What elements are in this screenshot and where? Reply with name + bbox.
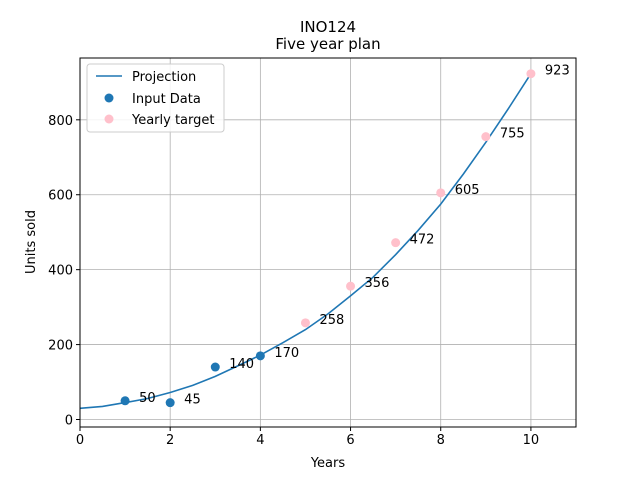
point-yearly-target	[346, 281, 356, 291]
legend: Projection Input Data Yearly target	[86, 63, 225, 133]
x-tick-label: 6	[346, 433, 354, 448]
data-label-yearly-target: 258	[319, 313, 344, 328]
point-yearly-target	[391, 238, 401, 248]
y-axis-label: Units sold	[24, 210, 39, 274]
y-tick-label: 0	[65, 414, 73, 429]
y-tick-label: 200	[48, 339, 73, 354]
data-label-yearly-target: 356	[365, 276, 390, 291]
x-tick-label: 0	[76, 433, 84, 448]
data-label-input-data: 140	[229, 357, 254, 372]
x-tick-label: 2	[166, 433, 174, 448]
legend-swatch-yearly-target	[104, 114, 114, 124]
x-tick-label: 10	[523, 433, 540, 448]
chart-subtitle: Five year plan	[275, 35, 380, 53]
point-input-data	[165, 398, 175, 408]
legend-label-projection: Projection	[132, 70, 196, 85]
data-labels: 258 356 472 605 755 923 50 45 140 170	[139, 64, 570, 408]
point-yearly-target	[481, 132, 491, 142]
point-input-data	[120, 396, 130, 406]
x-tick-label: 8	[437, 433, 445, 448]
plot-frame	[79, 57, 577, 428]
data-label-input-data: 170	[274, 346, 299, 361]
point-input-data	[255, 351, 265, 361]
point-yearly-target	[526, 69, 536, 79]
y-tick-label: 600	[48, 189, 73, 204]
point-yearly-target	[436, 188, 446, 198]
data-label-input-data: 45	[184, 393, 201, 408]
data-label-yearly-target: 472	[410, 233, 435, 248]
series-layer	[79, 69, 536, 410]
legend-label-input-data: Input Data	[132, 92, 201, 107]
y-tick-label: 400	[48, 264, 73, 279]
point-input-data	[210, 362, 220, 372]
data-label-input-data: 50	[139, 391, 156, 406]
grid	[79, 58, 576, 427]
legend-swatch-input-data	[104, 93, 114, 103]
series-line-projection	[79, 73, 532, 410]
legend-box	[86, 63, 225, 133]
data-label-yearly-target: 755	[500, 127, 525, 142]
x-axis-label: Years	[310, 456, 346, 471]
legend-label-yearly-target: Yearly target	[131, 113, 215, 128]
chart-title: INO124	[300, 18, 356, 36]
y-tick-label: 800	[48, 114, 73, 129]
x-tick-label: 4	[256, 433, 264, 448]
point-yearly-target	[300, 318, 310, 328]
data-label-yearly-target: 923	[545, 64, 570, 79]
data-label-yearly-target: 605	[455, 183, 480, 198]
axis-ticks: 0 2 4 6 8 10 0 200 400 600 800	[48, 114, 539, 448]
